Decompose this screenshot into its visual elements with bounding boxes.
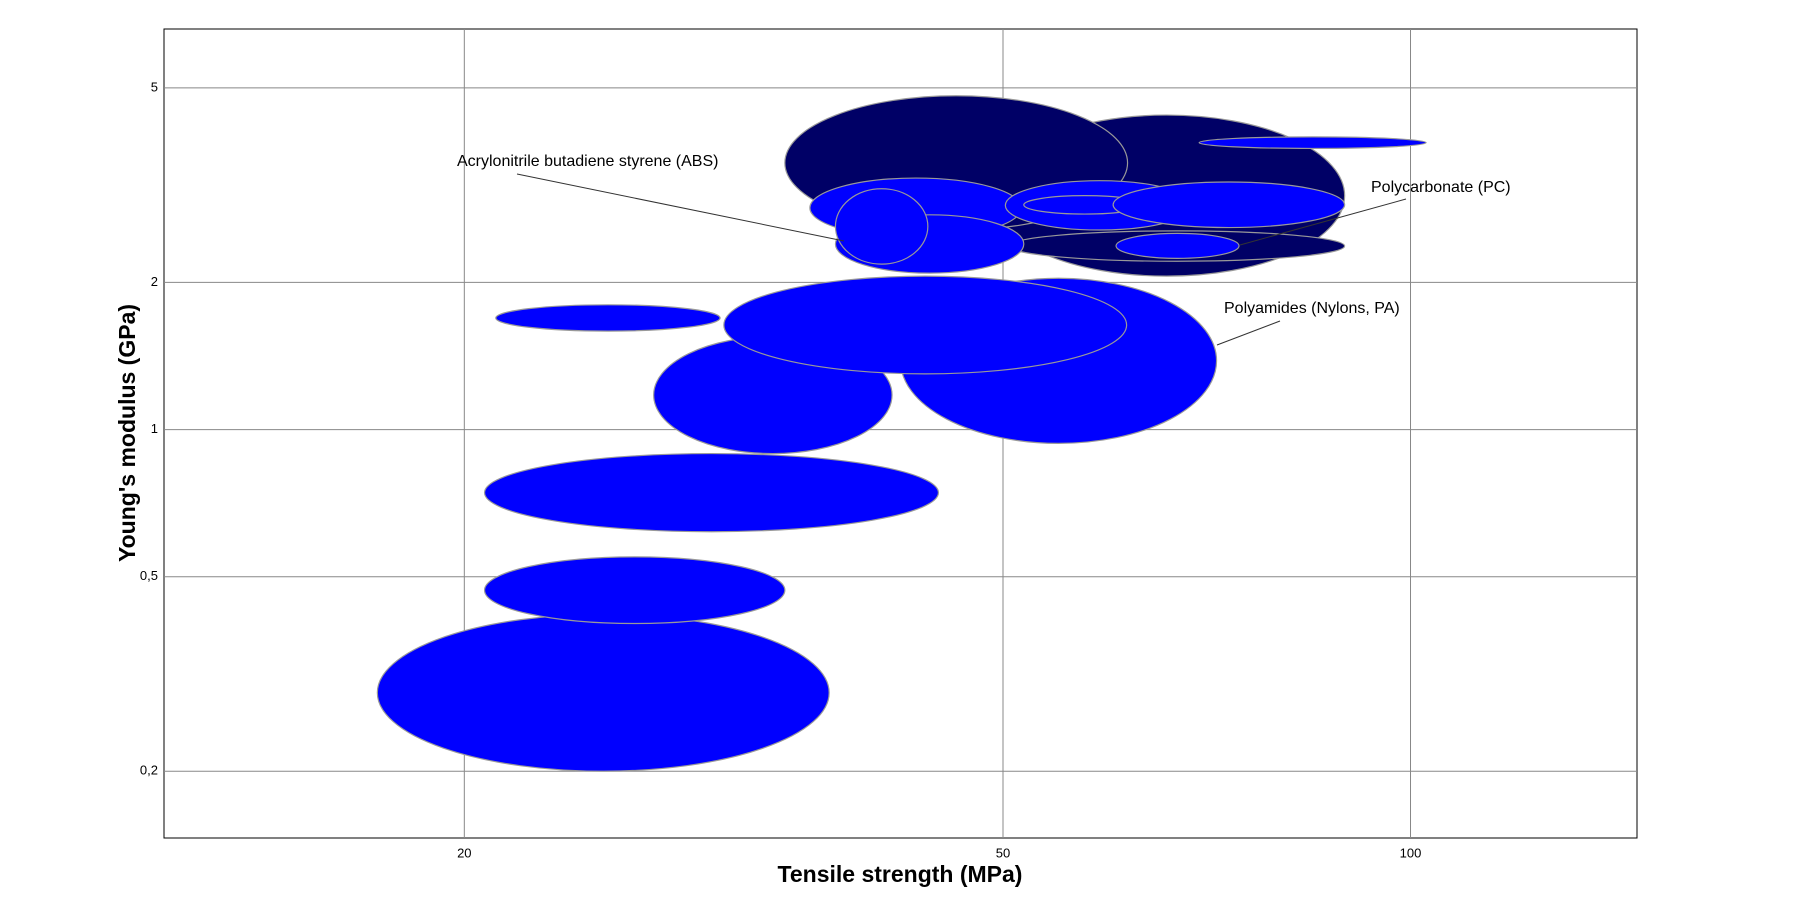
property-ellipse	[834, 188, 929, 265]
property-ellipse	[723, 275, 1128, 375]
property-ellipse	[1115, 232, 1240, 259]
annotation-leader	[516, 173, 845, 242]
y-tick-label: 1	[151, 421, 158, 436]
annotation: Polycarbonate (PC)	[1371, 179, 1511, 196]
property-ellipse	[483, 556, 786, 625]
x-axis-title: Tensile strength (MPa)	[778, 861, 1023, 887]
property-ellipse	[1198, 136, 1427, 150]
x-tick-label: 50	[996, 845, 1010, 860]
property-ellipse	[376, 613, 830, 772]
y-tick-label: 2	[151, 274, 158, 289]
y-tick-label: 5	[151, 79, 158, 94]
property-ellipse	[495, 304, 721, 332]
annotation-leader	[1216, 320, 1281, 346]
property-ellipse	[483, 452, 940, 533]
y-tick-label: 0,5	[140, 568, 158, 583]
x-tick-label: 100	[1400, 845, 1422, 860]
y-tick-label: 0,2	[140, 763, 158, 778]
property-ellipse	[1112, 181, 1346, 229]
x-tick-label: 20	[457, 845, 471, 860]
plot-frame	[163, 28, 1638, 839]
annotation: Polyamides (Nylons, PA)	[1224, 300, 1400, 317]
annotation: Acrylonitrile butadiene styrene (ABS)	[457, 153, 718, 170]
y-axis-title: Young's modulus (GPa)	[114, 304, 140, 562]
annotation-leader	[1239, 198, 1407, 246]
